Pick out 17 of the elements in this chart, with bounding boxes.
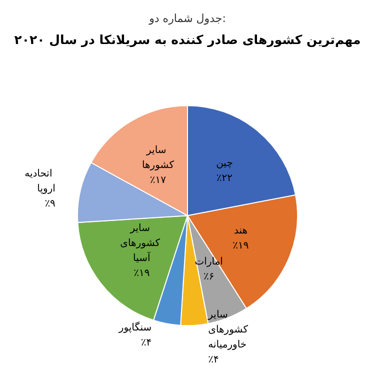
data-label: ٪۱۷: [150, 175, 167, 186]
slice-label: اتحادیه اروپا: [24, 168, 56, 194]
chart-title: مهم‌ترین کشورهای صادر کننده به سریلانکا در سال ۲۰۲۰: [14, 32, 361, 48]
data-label: ٪۱۹: [134, 268, 150, 280]
chart-subtitle: جدول شماره دو:: [148, 12, 226, 25]
data-label: ٪۹: [44, 198, 56, 210]
data-label: ٪۴: [208, 354, 219, 366]
data-label: ٪۲۲: [216, 172, 233, 184]
data-label: ٪۴: [140, 337, 152, 348]
slice-label: سایر کشورهای خاورمیانه: [207, 309, 252, 350]
slice-label: سایر کشورها: [142, 145, 174, 172]
data-label: ٪۶: [203, 272, 214, 283]
slice-label: سایر کشورهای آسیا: [120, 223, 164, 264]
slice-label: چین: [216, 158, 233, 169]
slice-label: هند: [234, 226, 248, 237]
slice-label: سنگاپور: [118, 321, 152, 334]
data-label: ٪۱۹: [232, 240, 249, 252]
